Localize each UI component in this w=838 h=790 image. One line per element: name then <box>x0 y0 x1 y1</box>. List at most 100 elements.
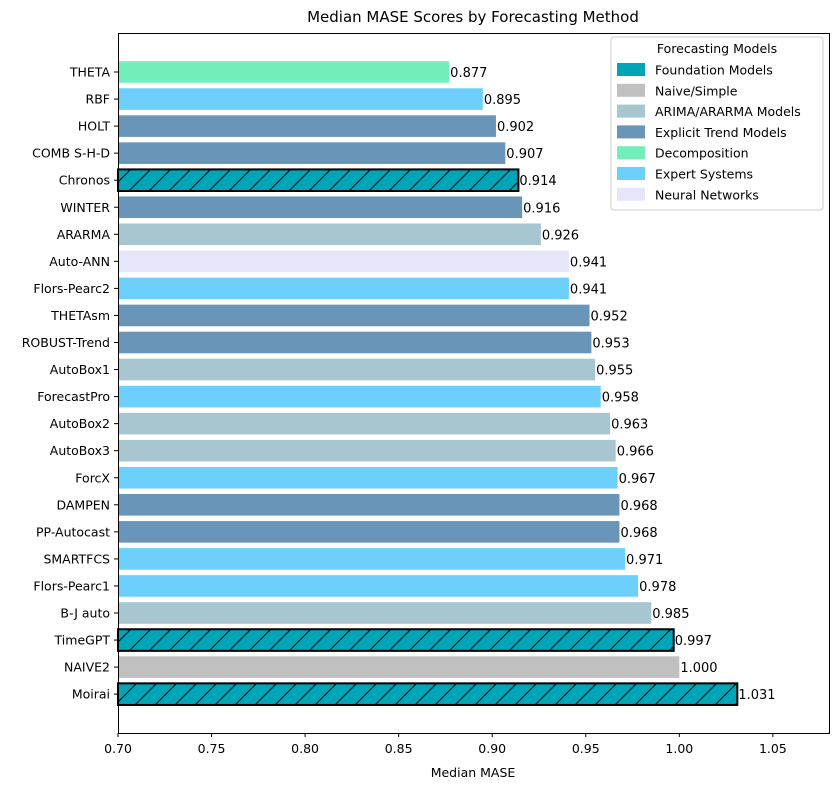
plot-frame <box>118 33 830 734</box>
value-labels: 0.877 0.895 0.902 0.907 0.914 0.916 0.926 0.941… <box>450 66 775 703</box>
bar-fill <box>118 358 596 381</box>
bar-ararma <box>118 223 541 246</box>
bar-forcx <box>118 466 618 489</box>
legend-label: Explicit Trend Models <box>655 125 787 140</box>
bar-fill <box>118 304 590 327</box>
legend-title: Forecasting Models <box>657 41 777 56</box>
value-label: 0.941 <box>570 255 607 270</box>
bar-fill <box>118 88 483 110</box>
value-label: 0.971 <box>626 553 663 568</box>
bar-fill <box>118 548 626 570</box>
bar-chronos <box>117 168 520 192</box>
bar-winter <box>118 196 523 219</box>
y-tick-label: ForecastPro <box>37 389 110 404</box>
value-label: 0.968 <box>620 526 657 541</box>
bar-rbf <box>118 88 483 110</box>
legend: Forecasting Models Foundation Models Naiv… <box>610 36 824 211</box>
value-label: 0.985 <box>652 607 689 622</box>
bar-flors-pearc2 <box>118 277 569 300</box>
y-tick-label: RBF <box>86 92 110 107</box>
value-label: 0.953 <box>592 337 629 352</box>
value-label: 1.000 <box>680 661 717 676</box>
bar-fill <box>118 439 616 462</box>
y-tick-label: THETAsm <box>50 308 110 323</box>
bar-b-j-auto <box>118 602 652 624</box>
y-tick-label: Chronos <box>59 173 110 188</box>
y-tick-label: DAMPEN <box>56 497 110 512</box>
y-tick-label: Moirai <box>72 687 110 702</box>
y-tick-label: AutoBox1 <box>50 362 110 377</box>
value-label: 0.926 <box>542 228 579 243</box>
bar-autobox1 <box>118 358 596 381</box>
value-label: 0.963 <box>611 418 648 433</box>
value-label: 0.978 <box>639 580 676 595</box>
y-tick-label: Flors-Pearc2 <box>33 281 110 296</box>
legend-entry-expert-systems: Expert Systems <box>617 167 753 182</box>
bar-fill <box>118 412 611 435</box>
y-tick-label: WINTER <box>60 200 110 215</box>
legend-swatch <box>617 83 645 97</box>
y-tick-label: AutoBox3 <box>50 443 110 458</box>
legend-swatch <box>617 187 645 201</box>
bar-holt <box>118 115 496 137</box>
legend-swatch <box>617 146 645 160</box>
bar-theta <box>118 61 450 83</box>
chart-title: Median MASE Scores by Forecasting Method <box>307 8 639 26</box>
legend-entry-naive-simple: Naive/Simple <box>617 83 738 98</box>
y-tick-label: ForcX <box>75 470 110 485</box>
value-label: 1.031 <box>738 688 775 703</box>
y-tick-label: Flors-Pearc1 <box>33 578 110 593</box>
y-tick-label: SMARTFCS <box>43 551 110 566</box>
value-label: 0.955 <box>596 364 633 379</box>
legend-entry-decomposition: Decomposition <box>617 146 749 161</box>
bar-fill <box>118 602 652 624</box>
legend-label: Neural Networks <box>655 187 759 202</box>
legend-swatch <box>617 63 645 76</box>
y-tick-label: COMB S-H-D <box>32 146 110 161</box>
y-tick-label: ROBUST-Trend <box>22 335 110 350</box>
bars-layer <box>117 61 739 706</box>
value-label: 0.907 <box>506 147 543 162</box>
bar-fill <box>118 250 569 273</box>
legend-label: Expert Systems <box>655 167 753 182</box>
x-tick-label: 0.75 <box>198 741 226 756</box>
bar-flors-pearc1 <box>118 575 639 597</box>
y-tick-labels: THETA RBF HOLT COMB S-H-D Chronos WINTER ARARM… <box>22 65 118 702</box>
legend-label: Decomposition <box>655 146 749 161</box>
value-label: 0.967 <box>619 472 656 487</box>
x-axis-ticks: 0.70 0.75 0.80 0.85 0.90 0.95 1.00 1.05 <box>104 733 787 756</box>
bar-fill <box>118 61 450 83</box>
bar-timegpt <box>117 628 675 652</box>
y-tick-label: TimeGPT <box>54 633 111 648</box>
legend-label: Foundation Models <box>655 63 773 78</box>
bar-smartfcs <box>118 548 626 570</box>
bar-fill <box>118 196 523 219</box>
y-tick-label: ARARMA <box>57 227 111 242</box>
y-tick-label: AutoBox2 <box>50 416 110 431</box>
bar-fill <box>118 494 620 516</box>
bar-thetasm <box>118 304 590 327</box>
bar-fill <box>118 385 601 408</box>
bar-hatch <box>117 682 739 706</box>
value-label: 0.877 <box>450 66 487 81</box>
value-label: 0.997 <box>675 634 712 649</box>
legend-entry-arima-ararma-models: ARIMA/ARARMA Models <box>617 104 801 119</box>
bar-comb-s-h-d <box>118 142 506 164</box>
bar-autobox2 <box>118 412 611 435</box>
legend-swatch <box>617 125 645 139</box>
bar-fill <box>118 575 639 597</box>
x-tick-label: 0.70 <box>104 741 132 756</box>
x-tick-label: 0.95 <box>572 741 600 756</box>
bar-hatch <box>117 168 520 192</box>
y-tick-label: Auto-ANN <box>49 254 110 269</box>
x-tick-label: 1.00 <box>665 741 693 756</box>
bar-hatch <box>117 628 675 652</box>
value-label: 0.902 <box>497 120 534 135</box>
bar-fill <box>118 223 541 246</box>
x-axis-label: Median MASE <box>431 765 516 780</box>
bar-auto-ann <box>118 250 569 273</box>
bar-fill <box>118 277 569 300</box>
value-label: 0.914 <box>519 174 556 189</box>
y-tick-label: HOLT <box>78 119 110 134</box>
